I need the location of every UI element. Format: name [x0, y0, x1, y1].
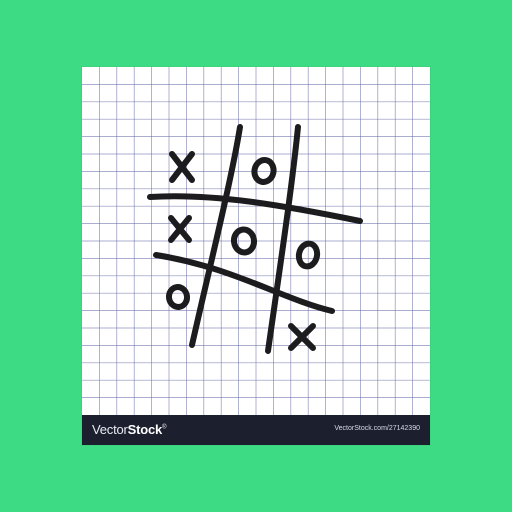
x-mark	[168, 215, 192, 243]
tic-tac-toe-drawing	[82, 67, 430, 415]
board-line-vertical-right	[265, 124, 301, 354]
x-mark	[169, 151, 195, 183]
vectorstock-logo: VectorStock®	[92, 422, 167, 437]
grid-paper	[82, 67, 430, 415]
o-mark	[295, 240, 321, 270]
x-mark	[288, 323, 316, 351]
image-credit: VectorStock.com/27142390	[334, 425, 420, 432]
o-mark	[251, 157, 277, 185]
o-mark	[230, 226, 258, 256]
o-mark	[165, 284, 191, 310]
illustration-card: VectorStock® VectorStock.com/27142390	[82, 67, 430, 445]
board-line-vertical-left	[189, 124, 243, 348]
watermark-bar: VectorStock® VectorStock.com/27142390	[82, 415, 430, 445]
board-line-horizontal-top	[147, 193, 363, 224]
board-line-horizontal-bottom	[153, 252, 335, 314]
